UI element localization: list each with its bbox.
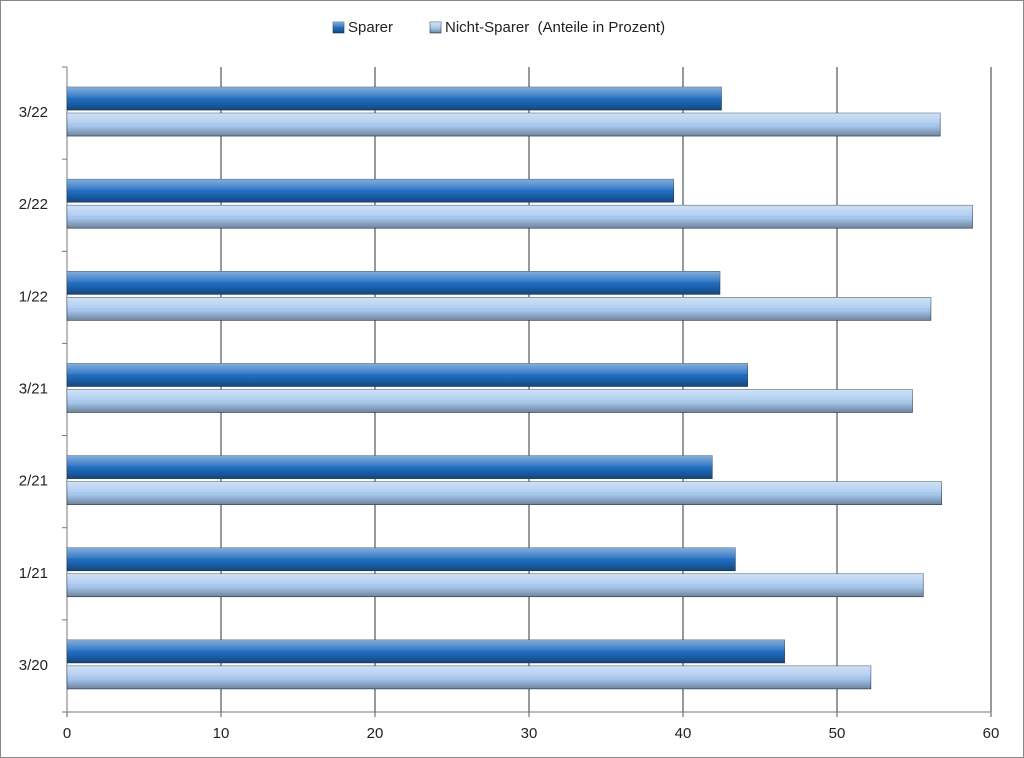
bar-shine [67,297,931,321]
x-tick-label: 30 [521,725,538,742]
x-tick-label: 20 [367,725,384,742]
x-tick-label: 40 [675,725,692,742]
legend-label: Sparer [348,19,393,36]
legend-label: Nicht-Sparer (Anteile in Prozent) [445,19,665,36]
bar-shine [67,205,973,229]
bar-shine [67,389,913,413]
y-tick-label: 3/21 [19,380,48,397]
x-tick-label: 10 [213,725,230,742]
bar-shine [67,271,720,295]
y-tick-label: 3/22 [19,104,48,121]
y-tick-label: 2/21 [19,473,48,490]
bar-shine [67,87,722,111]
bar-shine [67,179,674,203]
y-tick-label: 2/22 [19,196,48,213]
bar-shine [67,547,736,571]
bar-shine [67,573,924,597]
legend-swatch-shine [430,22,441,33]
bar-shine [67,363,748,387]
y-tick-label: 1/22 [19,288,48,305]
y-tick-label: 1/21 [19,565,48,582]
bar-shine [67,665,871,689]
bar-shine [67,455,713,479]
x-tick-label: 0 [63,725,71,742]
bar-shine [67,639,785,663]
bar-shine [67,481,942,505]
x-tick-label: 50 [829,725,846,742]
bar-shine [67,113,941,137]
legend-swatch-shine [333,22,344,33]
y-tick-label: 3/20 [19,657,48,674]
x-tick-label: 60 [983,725,1000,742]
